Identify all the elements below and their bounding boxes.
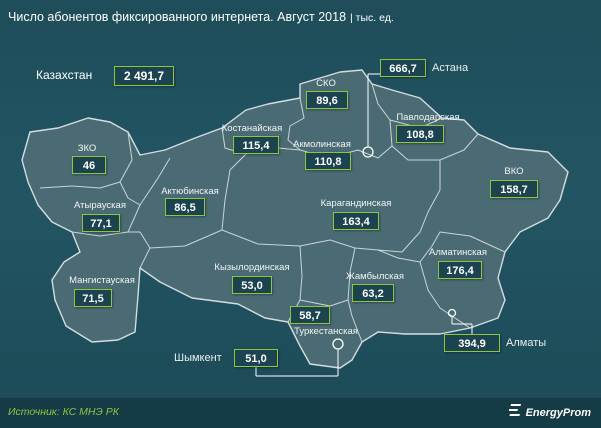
region-value-akmola: 110,8: [305, 152, 351, 170]
city-value-almaty: 394,9: [444, 334, 500, 352]
shymkent-callout: [255, 338, 344, 377]
region-value-atyrau: 77,1: [82, 214, 120, 232]
almaty-callout: [447, 308, 473, 334]
source-note: Источник: КС МНЭ РК: [8, 406, 119, 418]
region-value-turkestan: 58,7: [290, 306, 330, 324]
country-outline: [21, 69, 569, 369]
region-label-zhambyl: Жамбылская: [346, 271, 404, 282]
region-value-kyzylorda: 53,0: [232, 276, 272, 294]
region-label-akmola: Акмолинская: [293, 139, 351, 150]
city-label-astana: Астана: [432, 62, 469, 74]
total-value: 2 491,7: [114, 66, 174, 86]
unit-text: | тыс. ед.: [350, 12, 394, 24]
region-value-karaganda: 163,4: [333, 212, 379, 230]
city-label-almaty: Алматы: [506, 337, 547, 349]
city-value-shymkent: 51,0: [234, 349, 278, 367]
region-label-almaty-reg: Алматинская: [429, 247, 487, 258]
region-value-almaty-reg: 176,4: [438, 261, 482, 279]
region-value-sko: 89,6: [306, 91, 348, 109]
footer-bar: [0, 398, 601, 428]
brand-logo: EnergyProm: [508, 404, 591, 419]
region-label-atyrau: Атырауская: [74, 200, 126, 211]
astana-callout: [362, 73, 380, 158]
region-label-turkestan: Туркестанская: [294, 326, 358, 337]
city-value-astana: 666,7: [380, 59, 426, 77]
region-label-kostanay: Костанайская: [221, 123, 283, 134]
map-title: Число абонентов фиксированного интернета…: [8, 10, 394, 24]
region-value-zko: 46: [72, 156, 106, 174]
region-value-mangystau: 71,5: [74, 289, 112, 307]
region-label-pavlodar: Павлодарская: [396, 112, 460, 123]
total-label: Казахстан: [36, 68, 93, 82]
region-label-kyzylorda: Кызылординская: [214, 262, 290, 273]
brand-name: EnergyProm: [525, 407, 591, 419]
region-label-sko: СКО: [316, 78, 336, 89]
energy-logo-icon: [508, 404, 523, 419]
region-value-aktobe: 86,5: [165, 198, 205, 216]
region-label-karaganda: Карагандинская: [320, 198, 392, 209]
region-label-mangystau: Мангистауская: [69, 275, 135, 286]
city-label-shymkent: Шымкент: [174, 352, 222, 364]
region-label-zko: ЗКО: [77, 143, 97, 154]
region-label-vko: ВКО: [504, 166, 524, 177]
region-borders: [39, 83, 506, 343]
region-value-pavlodar: 108,8: [396, 125, 444, 143]
region-value-zhambyl: 63,2: [352, 284, 394, 302]
region-value-vko: 158,7: [490, 180, 538, 198]
title-text: Число абонентов фиксированного интернета…: [8, 10, 347, 24]
region-label-aktobe: Актюбинская: [161, 186, 219, 197]
region-value-kostanay: 115,4: [233, 136, 279, 154]
